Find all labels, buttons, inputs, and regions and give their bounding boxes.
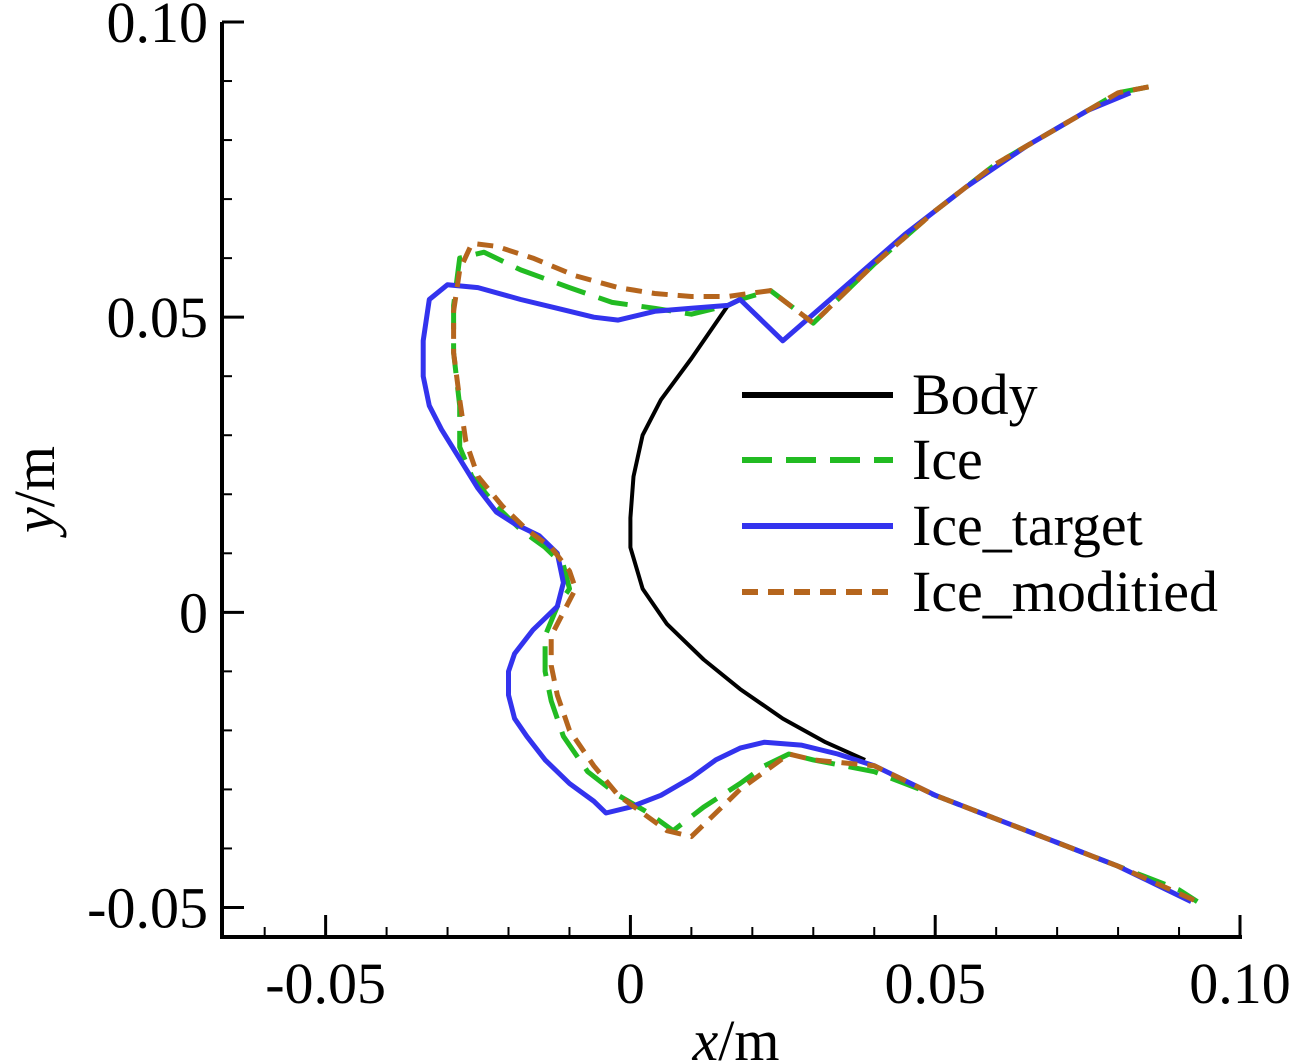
y-tick-label: -0.05 [87,875,208,940]
series-line-body [628,304,866,762]
x-tick-label: 0.10 [1189,951,1291,1016]
x-tick-label: 0.05 [884,951,986,1016]
x-tick-label: -0.05 [265,951,386,1016]
y-axis-label-unit: /m [2,446,67,507]
series-line-ice-target [420,90,1193,904]
tick-labels: -0.05 0 0.05 0.10 -0.05 0 0.05 0.10 [87,0,1291,1016]
y-axis-label-var: y [2,507,67,538]
y-tick-label: 0.05 [107,285,209,350]
legend-label-ice-target: Ice_target [912,493,1143,558]
x-axis-label-unit: /m [718,1008,779,1063]
series-line-ice-moditied [451,84,1199,904]
x-tick-label: 0 [616,951,645,1016]
legend-label-ice-moditied: Ice_moditied [912,559,1218,624]
y-tick-label: 0 [179,580,208,645]
x-axis-label: x/m [692,1008,780,1063]
series-layer [420,84,1199,904]
tick-marks [222,20,1242,937]
y-tick-label: 0.10 [107,0,209,55]
legend-label-ice: Ice [912,427,983,492]
y-axis-label: y/m [2,446,67,538]
axes: -0.05 0 0.05 0.10 -0.05 0 0.05 0.10 [87,0,1291,1016]
x-axis-label-var: x [692,1008,719,1063]
legend-label-body: Body [912,362,1038,427]
